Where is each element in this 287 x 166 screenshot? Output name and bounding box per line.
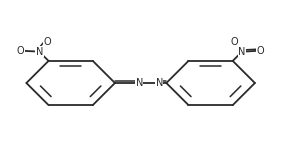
Text: O: O: [230, 37, 238, 47]
Text: O: O: [257, 46, 264, 56]
Text: N: N: [36, 47, 43, 57]
Text: N: N: [156, 78, 163, 88]
Text: N: N: [238, 47, 246, 57]
Text: O: O: [17, 46, 25, 56]
Text: N: N: [135, 78, 143, 88]
Text: O: O: [43, 37, 51, 47]
